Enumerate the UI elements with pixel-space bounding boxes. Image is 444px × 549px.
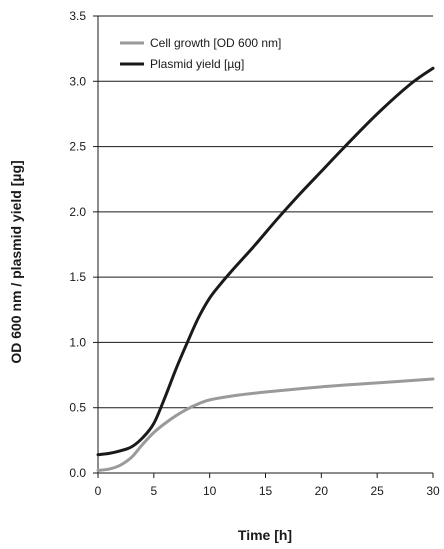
grid-lines bbox=[98, 15, 433, 409]
x-tick-label-1: 5 bbox=[150, 484, 157, 498]
x-tick-label-6: 30 bbox=[426, 484, 440, 498]
y-tick-label-4: 2.0 bbox=[69, 205, 86, 219]
y-tick-label-5: 2.5 bbox=[69, 140, 86, 154]
legend-label-plasmid-yield: Plasmid yield [µg] bbox=[150, 57, 244, 71]
x-tick-label-4: 20 bbox=[315, 484, 329, 498]
series-line-plasmid-yield bbox=[96, 66, 435, 457]
y-tick-label-1: 0.5 bbox=[69, 401, 86, 415]
x-tick-label-5: 25 bbox=[370, 484, 384, 498]
x-tick-label-3: 15 bbox=[259, 484, 273, 498]
legend: Cell growth [OD 600 nm] Plasmid yield [µ… bbox=[120, 36, 281, 71]
x-tick-label-0: 0 bbox=[95, 484, 102, 498]
x-axis-ticks: 0 5 10 15 20 25 30 bbox=[95, 473, 440, 498]
legend-label-cell-growth: Cell growth [OD 600 nm] bbox=[150, 36, 281, 50]
y-tick-label-7: 3.5 bbox=[69, 9, 86, 23]
y-tick-label-0: 0.0 bbox=[69, 466, 86, 480]
series-lines bbox=[96, 66, 435, 472]
y-tick-label-6: 3.0 bbox=[69, 74, 86, 88]
y-tick-label-3: 1.5 bbox=[69, 270, 86, 284]
y-axis-title: OD 600 nm / plasmid yield [µg] bbox=[8, 160, 24, 363]
y-tick-label-2: 1.0 bbox=[69, 335, 86, 349]
x-axis-title: Time [h] bbox=[238, 527, 292, 543]
y-axis-ticks: 0.0 0.5 1.0 1.5 2.0 2.5 3.0 3.5 bbox=[69, 9, 98, 480]
axes bbox=[97, 16, 433, 474]
series-line-cell-growth bbox=[96, 377, 435, 472]
x-tick-label-2: 10 bbox=[203, 484, 217, 498]
